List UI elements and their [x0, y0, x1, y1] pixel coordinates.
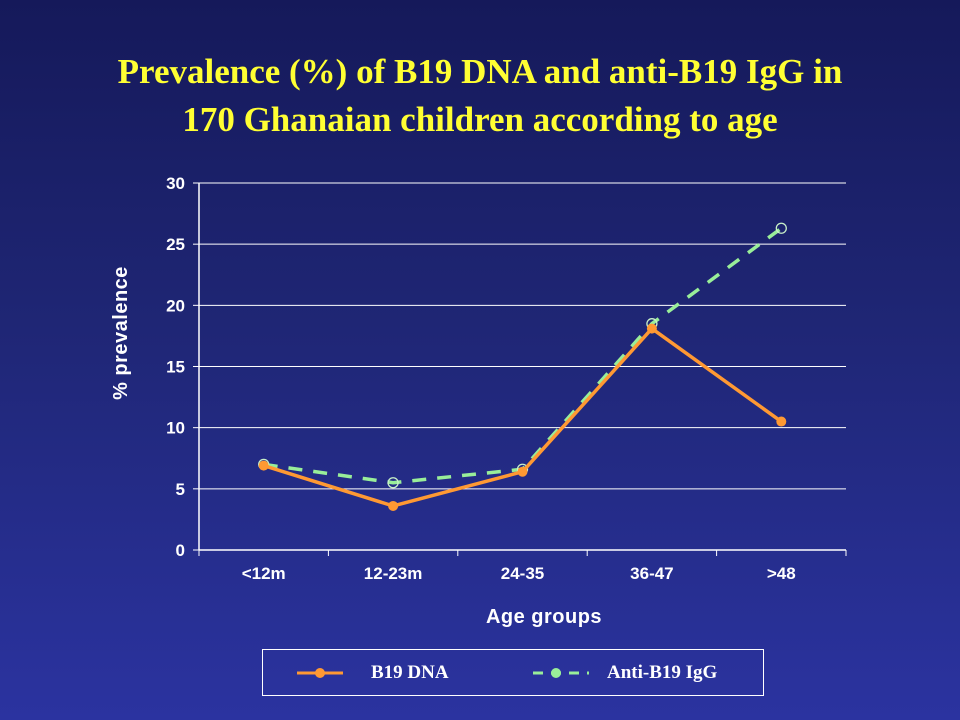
legend-item-anti-b19-igg: Anti-B19 IgG	[531, 650, 717, 695]
chart-title: Prevalence (%) of B19 DNA and anti-B19 I…	[40, 48, 920, 144]
data-series	[258, 222, 787, 511]
y-tick-label-0: 0	[176, 541, 185, 560]
chart-legend: B19 DNA Anti-B19 IgG	[262, 649, 764, 696]
series-line-b19-dna	[263, 326, 783, 508]
data-point-b19-dna-3	[646, 323, 657, 334]
series-anti-b19-igg	[258, 222, 787, 489]
legend-label-b19-dna: B19 DNA	[371, 661, 449, 683]
x-axis-title: Age groups	[486, 606, 602, 628]
y-tick-label-10: 10	[166, 419, 185, 438]
x-tick-label-3: 36-47	[630, 564, 673, 583]
y-tick-label-5: 5	[176, 480, 185, 499]
legend-item-b19-dna: B19 DNA	[295, 650, 449, 695]
x-tick-label-1: 12-23m	[364, 564, 423, 583]
y-tick-label-25: 25	[166, 235, 185, 254]
axes	[193, 182, 847, 556]
series-b19-dna	[258, 323, 787, 511]
data-point-b19-dna-2	[517, 466, 528, 477]
data-point-b19-dna-4	[776, 416, 787, 427]
y-tick-label-20: 20	[166, 296, 185, 315]
y-axis-title: % prevalence	[110, 266, 132, 400]
legend-label-anti-b19-igg: Anti-B19 IgG	[607, 661, 718, 683]
legend-swatch-anti-b19-igg	[533, 667, 589, 678]
x-tick-label-2: 24-35	[501, 564, 544, 583]
y-tick-label-15: 15	[166, 358, 185, 377]
data-point-b19-dna-1	[388, 500, 399, 511]
data-point-anti-b19-igg-4	[775, 222, 787, 234]
x-tick-label-0: <12m	[242, 564, 286, 583]
chart-title-line-1: Prevalence (%) of B19 DNA and anti-B19 I…	[117, 52, 843, 91]
line-chart: 0 5 10 15 20 25 30 <12m 12-23m 24-35 36-47 >48 Age…	[110, 174, 847, 628]
y-axis-tick-labels: 0 5 10 15 20 25 30	[166, 174, 185, 560]
x-tick-label-4: >48	[767, 564, 796, 583]
x-axis-tick-labels: <12m 12-23m 24-35 36-47 >48	[242, 564, 796, 583]
y-tick-label-30: 30	[166, 174, 185, 193]
series-line-anti-b19-igg	[263, 226, 783, 485]
data-point-b19-dna-0	[258, 460, 269, 471]
gridlines	[199, 182, 846, 490]
legend-swatch-b19-dna	[297, 667, 343, 678]
chart-title-line-2: 170 Ghanaian children according to age	[182, 100, 778, 139]
data-point-anti-b19-igg-1	[387, 477, 399, 489]
